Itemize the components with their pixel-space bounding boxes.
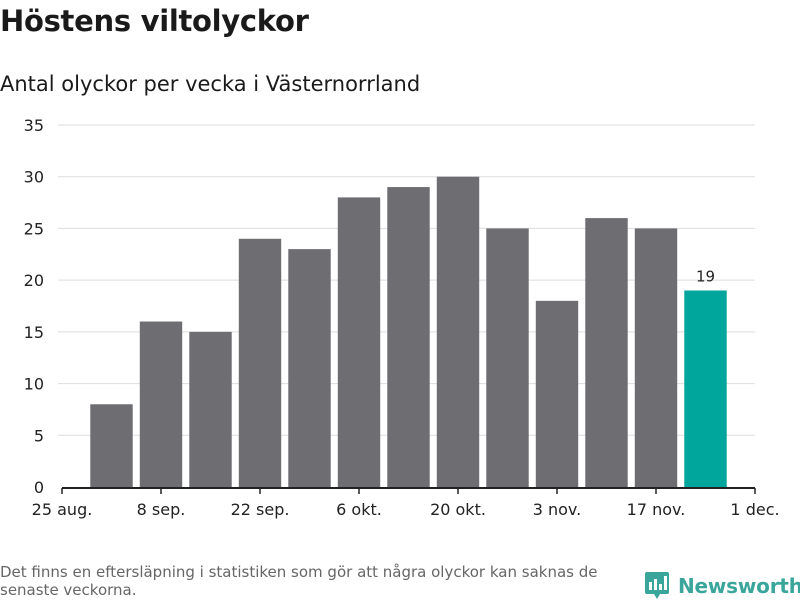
y-tick-label: 15: [24, 323, 44, 342]
y-tick-label: 30: [24, 168, 44, 187]
bar: [238, 238, 282, 487]
bar: [486, 228, 529, 487]
y-tick-label: 20: [24, 271, 44, 290]
bar-highlight: [684, 290, 727, 487]
footnote: Det finns en eftersläpning i statistiken…: [0, 563, 598, 599]
brand-name: Newsworthy: [678, 574, 800, 598]
bar-data-label: 19: [696, 267, 715, 285]
x-tick-label: 20 okt.: [430, 500, 486, 519]
y-tick-label: 25: [24, 219, 44, 238]
bar: [90, 404, 133, 487]
brand-logo: Newsworthy: [644, 570, 800, 602]
bar: [634, 228, 678, 487]
bar: [139, 321, 183, 487]
bar: [436, 176, 480, 487]
chart-title: Höstens viltolyckor: [0, 4, 309, 38]
y-tick-label: 35: [24, 116, 44, 135]
bar: [387, 187, 430, 488]
x-tick-label: 25 aug.: [32, 500, 93, 519]
x-tick-label: 22 sep.: [231, 500, 290, 519]
y-tick-label: 5: [34, 426, 44, 445]
x-tick-label: 6 okt.: [336, 500, 382, 519]
bar-chart-logo-icon: [645, 572, 669, 599]
bar: [189, 331, 232, 487]
x-tick-label: 17 nov.: [627, 500, 686, 519]
y-tick-label: 10: [24, 375, 44, 394]
x-tick-label: 8 sep.: [137, 500, 186, 519]
bar-chart: 0 5 10 15 20 25 30 35 19 25 aug. 8 sep. 22 sep. 6 ok…: [24, 116, 780, 519]
bar: [585, 218, 628, 487]
x-tick-label: 3 nov.: [533, 500, 582, 519]
y-tick-label: 0: [34, 478, 44, 497]
bar: [337, 197, 381, 487]
bar: [288, 249, 331, 487]
x-tick-label: 1 dec.: [730, 500, 779, 519]
chart-subtitle: Antal olyckor per vecka i Västernorrland: [0, 72, 421, 96]
bar: [535, 300, 579, 487]
